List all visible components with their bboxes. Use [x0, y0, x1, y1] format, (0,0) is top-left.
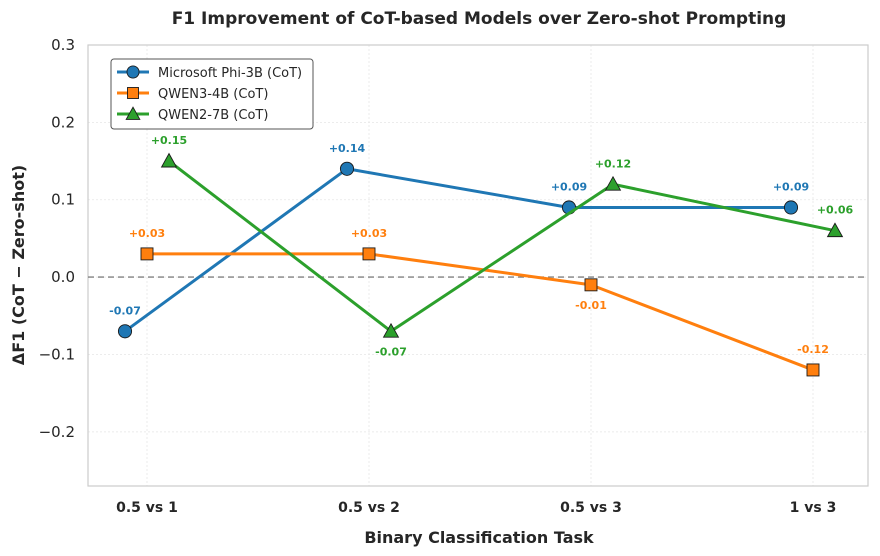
x-tick-label: 0.5 vs 3: [560, 500, 622, 516]
legend-label: QWEN2-7B (CoT): [158, 108, 268, 123]
legend-label: Microsoft Phi-3B (CoT): [158, 66, 302, 81]
y-axis-ticks: −0.2 −0.1 0.0 0.1 0.2 0.3: [39, 36, 75, 441]
y-tick-label: 0.1: [51, 191, 75, 209]
legend-item: QWEN3-4B (CoT): [117, 87, 268, 102]
y-tick-label: 0.0: [51, 268, 75, 286]
triangle-marker: [604, 175, 622, 191]
data-label: +0.14: [329, 142, 366, 155]
series-line: [168, 159, 836, 333]
square-marker: [127, 87, 139, 99]
legend: Microsoft Phi-3B (CoT) QWEN3-4B (CoT) QWEN…: [110, 58, 314, 130]
x-tick-label: 0.5 vs 2: [338, 500, 400, 516]
data-labels: -0.07 +0.14 +0.09 +0.09 +0.03 +0.03 -0.01 -0.12…: [109, 134, 853, 358]
x-axis-label: Binary Classification Task: [364, 528, 594, 547]
triangle-marker: [125, 106, 141, 120]
x-axis-ticks: 0.5 vs 1 0.5 vs 2 0.5 vs 3 1 vs 3: [116, 500, 836, 516]
data-label: +0.12: [595, 157, 631, 170]
y-tick-label: −0.1: [39, 345, 75, 363]
y-axis-label: ΔF1 (CoT − Zero-shot): [9, 165, 28, 365]
series-2: [140, 247, 820, 377]
series-3: [160, 152, 844, 338]
triangle-marker: [382, 322, 400, 338]
circle-marker: [783, 200, 799, 215]
data-label: +0.03: [351, 227, 387, 240]
circle-marker: [339, 161, 355, 176]
triangle-marker: [160, 152, 178, 168]
data-label: +0.09: [773, 180, 809, 193]
data-label: +0.06: [817, 204, 854, 217]
square-marker: [806, 363, 820, 377]
x-tick-label: 0.5 vs 1: [116, 500, 178, 516]
y-tick-label: −0.2: [39, 423, 75, 441]
triangle-marker: [826, 222, 844, 238]
data-label: +0.03: [129, 227, 165, 240]
data-label: +0.15: [151, 134, 187, 147]
y-tick-label: 0.3: [51, 36, 75, 54]
data-label: -0.07: [375, 345, 407, 358]
square-marker: [584, 278, 598, 292]
plot-frame: [87, 44, 869, 487]
y-tick-label: 0.2: [51, 113, 75, 131]
series: [117, 152, 844, 377]
chart-title: F1 Improvement of CoT-based Models over …: [172, 9, 787, 29]
series-line: [124, 167, 791, 333]
series-1: [117, 161, 799, 339]
data-label: +0.09: [551, 180, 587, 193]
legend-box: [110, 58, 314, 130]
legend-item: Microsoft Phi-3B (CoT): [117, 65, 302, 81]
data-label: -0.07: [109, 304, 141, 317]
legend-label: QWEN3-4B (CoT): [158, 87, 268, 102]
x-tick-label: 1 vs 3: [790, 500, 837, 516]
circle-marker: [126, 65, 140, 79]
legend-item: QWEN2-7B (CoT): [117, 106, 268, 123]
square-marker: [140, 247, 154, 261]
series-line: [147, 252, 814, 372]
data-label: -0.01: [575, 299, 607, 312]
square-marker: [362, 247, 376, 261]
data-label: -0.12: [797, 343, 829, 356]
circle-marker: [117, 324, 133, 339]
